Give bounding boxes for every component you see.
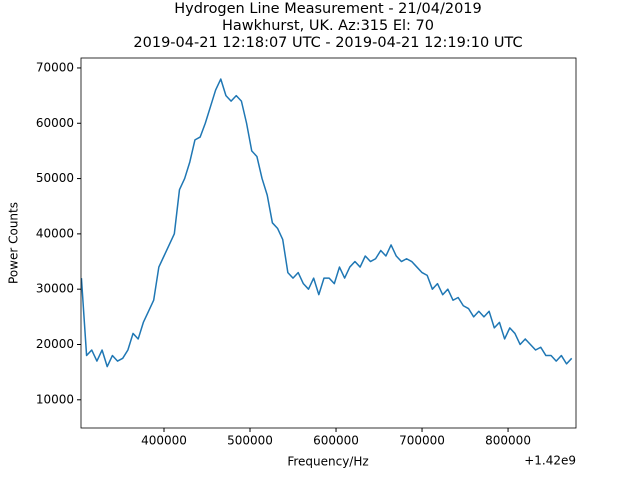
x-tick-label: 800000 [485, 434, 531, 448]
y-tick-label: 20000 [36, 337, 74, 351]
chart-title: 2019-04-21 12:18:07 UTC - 2019-04-21 12:… [133, 35, 522, 51]
y-tick-label: 50000 [36, 171, 74, 185]
x-axis-label: Frequency/Hz [287, 455, 368, 469]
chart-title: Hydrogen Line Measurement - 21/04/2019 [174, 1, 482, 17]
x-tick-label: 600000 [313, 434, 359, 448]
y-tick-label: 60000 [36, 116, 74, 130]
y-tick-label: 30000 [36, 282, 74, 296]
plot-frame [80, 57, 577, 429]
y-tick-label: 40000 [36, 226, 74, 240]
y-tick-label: 10000 [36, 392, 74, 406]
x-offset-label: +1.42e9 [524, 454, 576, 468]
x-tick-label: 500000 [227, 434, 273, 448]
x-tick-label: 400000 [141, 434, 187, 448]
chart-title: Hawkhurst, UK. Az:315 El: 70 [222, 18, 434, 34]
data-line [81, 78, 573, 368]
y-tick-label: 70000 [36, 60, 74, 74]
x-tick-label: 700000 [399, 434, 445, 448]
y-axis-label: Power Counts [7, 202, 21, 284]
